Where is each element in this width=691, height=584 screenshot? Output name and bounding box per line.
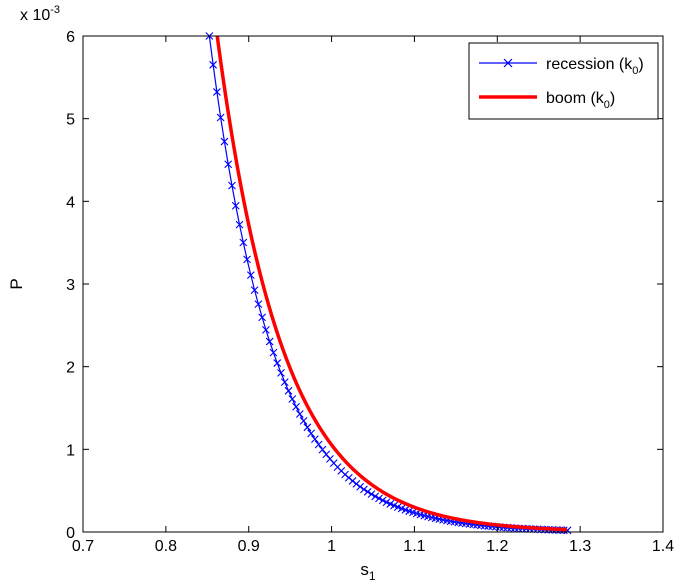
data-point-marker [303,423,312,432]
data-point-marker [348,477,357,485]
x-tick-label: 1.4 [652,538,674,555]
legend-box [468,42,659,120]
series-line-1 [215,35,567,532]
y-tick-label: 6 [66,29,75,46]
data-point-marker [235,220,244,229]
data-point-marker [273,359,282,367]
data-point-marker [314,440,323,449]
y-tick-label: 3 [66,277,75,294]
legend-label-recession: recession (k0) [546,56,644,77]
data-point-marker [363,487,372,496]
data-point-marker [213,88,221,96]
data-point-marker [356,482,365,491]
data-point-marker [265,337,274,346]
legend-marker-recession [503,58,513,68]
legend-label-boom: boom (k0) [546,90,615,111]
data-point-marker [277,368,285,377]
data-point-marker [239,238,248,247]
legend: recession (k0) boom (k0) [468,42,659,120]
x-tick-label: 1.1 [403,538,425,555]
data-point-marker [254,300,263,309]
data-point-marker [307,429,316,438]
data-point-marker [228,181,236,190]
data-point-marker [284,386,293,395]
data-point-marker [378,496,387,505]
data-point-marker [382,498,391,507]
data-point-marker [352,480,361,488]
data-point-marker [243,255,251,264]
y-tick-label: 5 [66,112,75,129]
data-point-marker [292,402,300,411]
data-point-marker [367,490,376,499]
data-point-marker [220,137,229,146]
x-tick-label: 1 [327,538,336,555]
data-point-marker [288,395,297,403]
ticks-layer: 0.7 0.8 0.9 1 1.1 1.2 1.3 1.4 0 1 2 3 4 5 6 [66,29,674,555]
y-tick-label: 2 [66,360,75,377]
data-point-marker [311,435,319,444]
data-point-marker [360,485,368,494]
data-point-marker [258,313,267,322]
data-point-marker [250,286,259,294]
data-point-marker [224,160,233,169]
y-exponent-label: x 10-3 [20,4,60,24]
data-point-marker [318,445,327,454]
x-tick-label: 1.3 [569,538,591,555]
y-tick-label: 1 [66,442,75,459]
x-tick-label: 1.2 [486,538,508,555]
y-tick-label: 0 [66,525,75,542]
data-point-marker [209,60,218,69]
series-layer [205,32,572,535]
x-axis-label: s1 [360,560,376,583]
data-point-marker [280,378,289,386]
x-tick-label: 0.9 [238,538,260,555]
data-point-marker [216,113,225,122]
data-point-marker [371,492,380,501]
x-tick-label: 0.8 [155,538,177,555]
data-point-marker [299,416,308,425]
x-tick-label: 0.7 [72,538,94,555]
data-point-marker [295,410,304,418]
y-tick-label: 4 [66,194,75,211]
data-point-marker [375,494,383,503]
data-point-marker [262,325,270,334]
data-point-marker [246,271,255,280]
data-point-marker [231,201,240,210]
y-axis-label: P [7,278,26,289]
data-point-marker [269,348,278,357]
